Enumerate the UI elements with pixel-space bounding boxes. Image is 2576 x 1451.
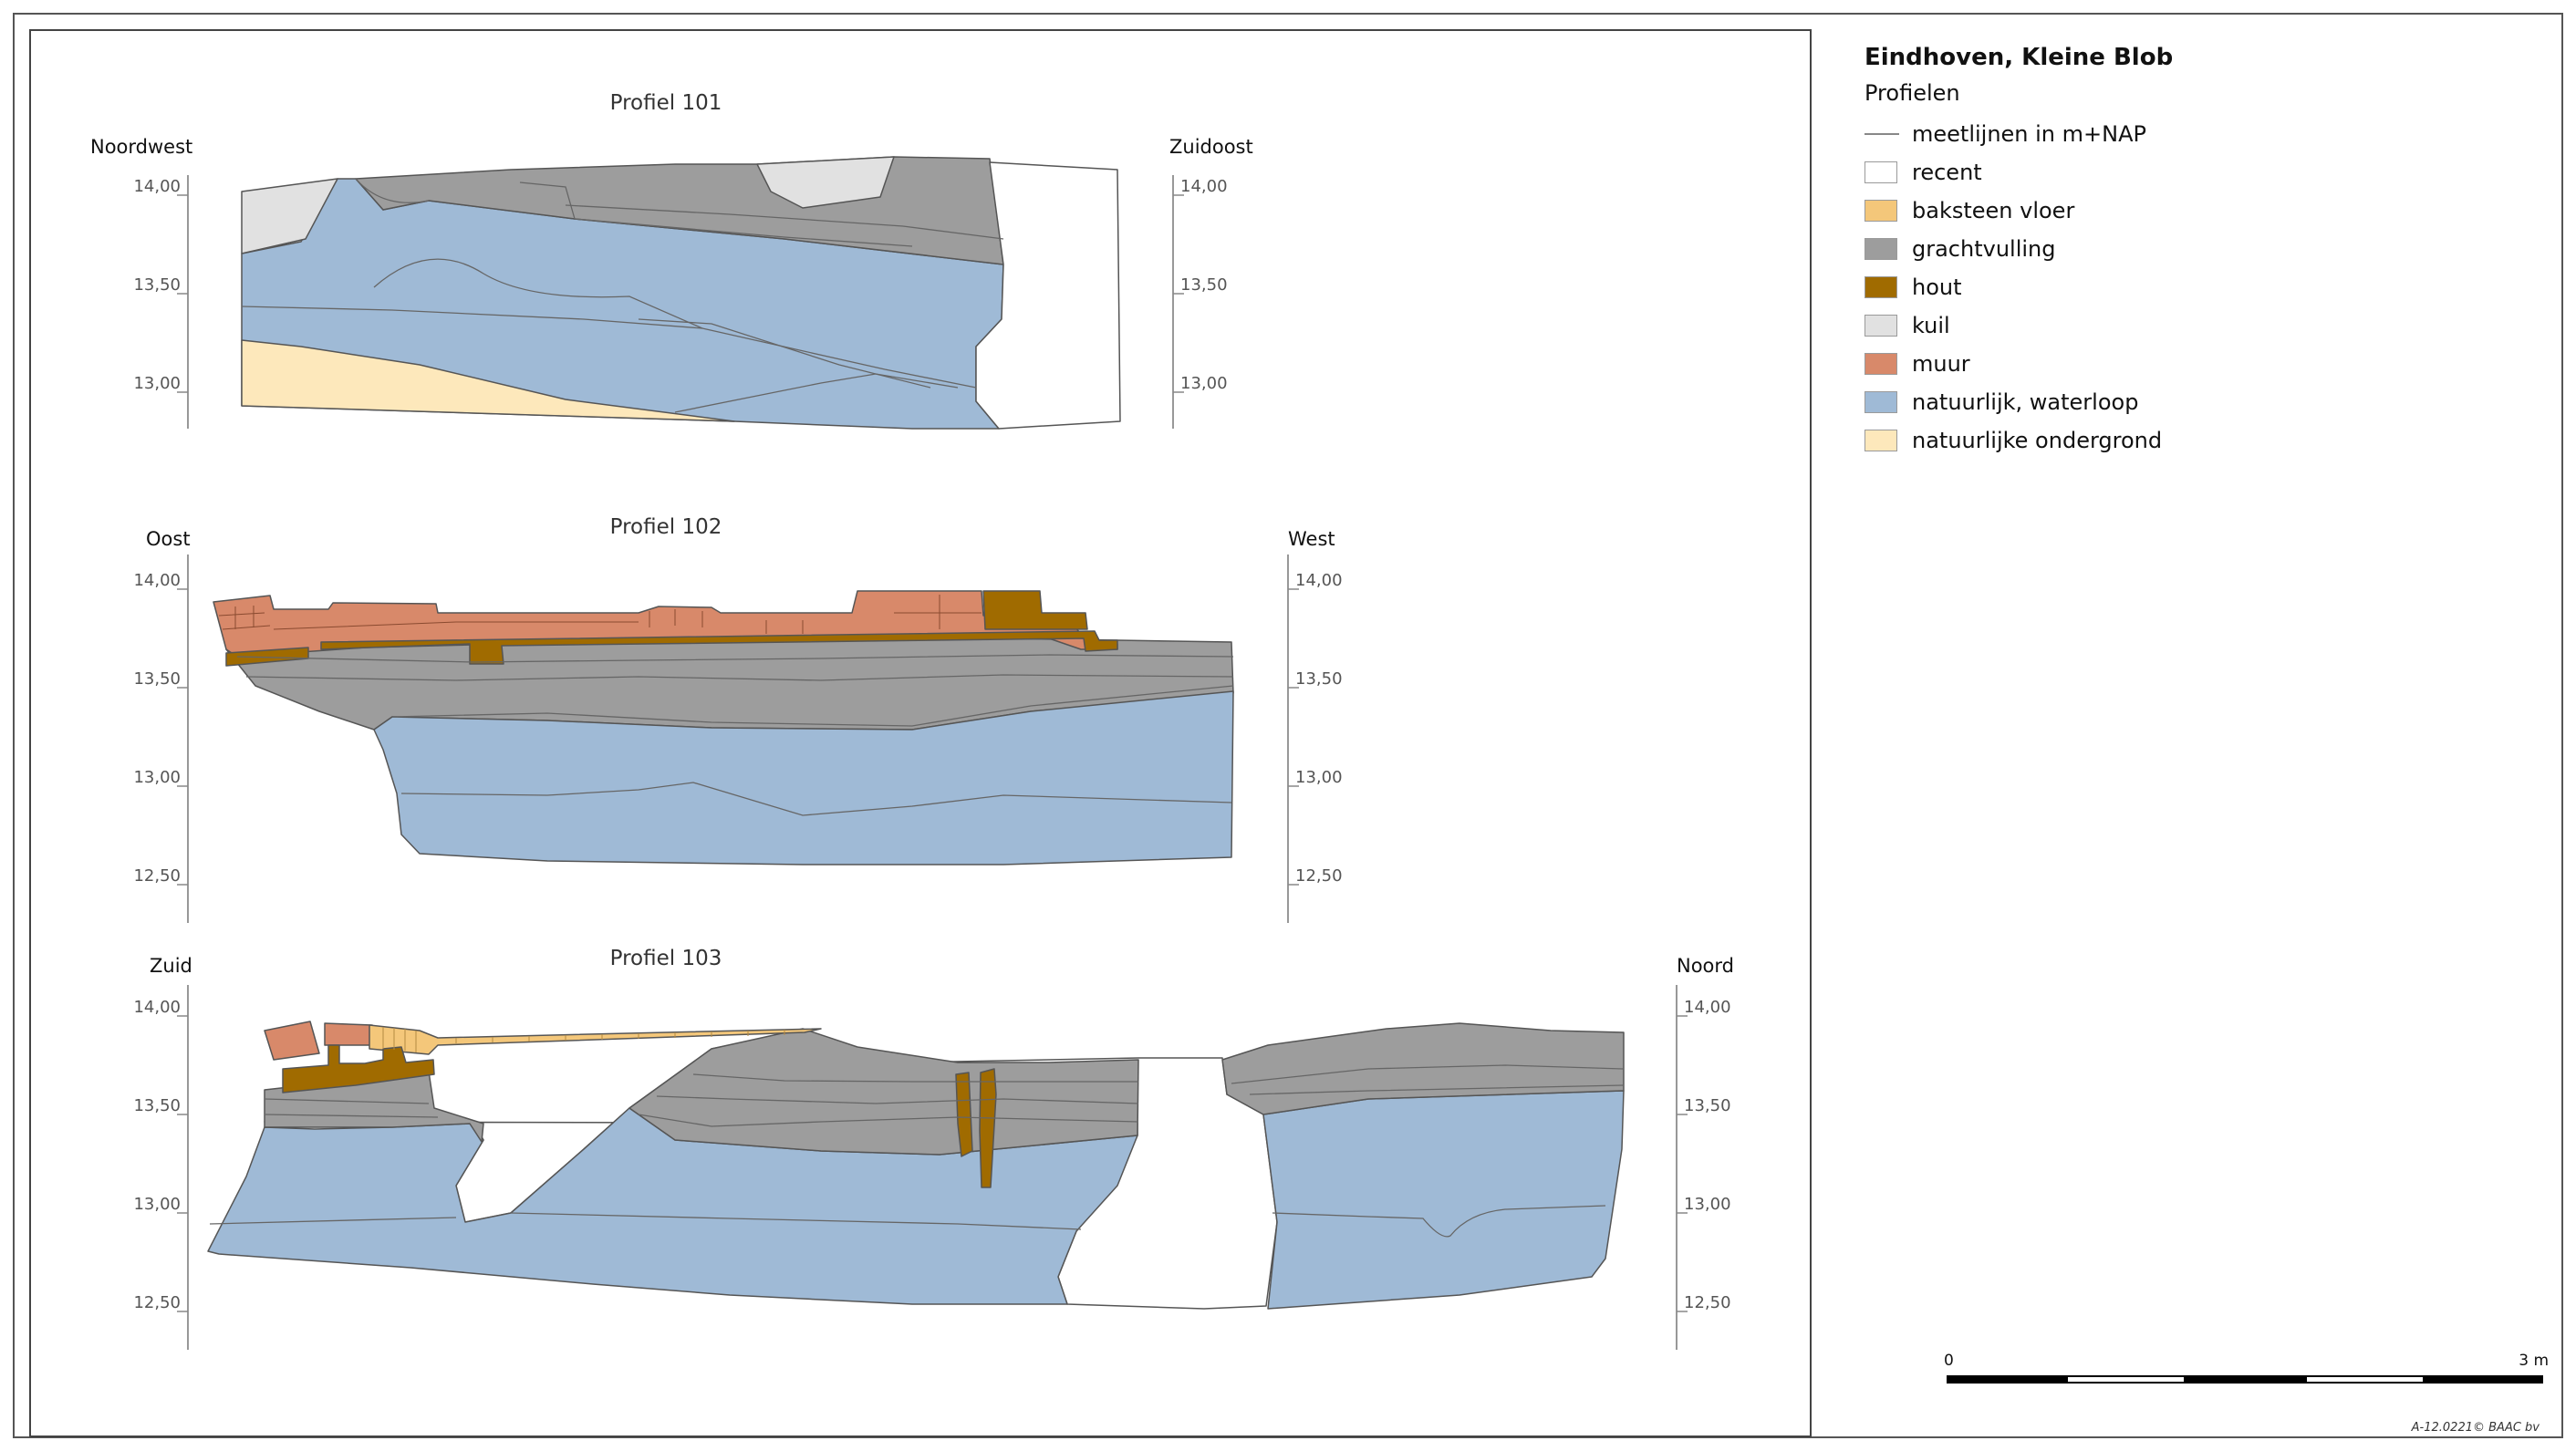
profile-101-right-tick: 14,00 bbox=[1180, 177, 1228, 196]
profile-101: Profiel 101 Noordwest Zuidoost 14,00 13,… bbox=[90, 91, 1253, 430]
scale-end-label: 3 m bbox=[2519, 1352, 2549, 1370]
profile-101-right-tick: 13,50 bbox=[1180, 275, 1228, 295]
wood-post bbox=[979, 1068, 997, 1188]
profile-102-left-label: Oost bbox=[146, 528, 191, 550]
legend-item-recent: recent bbox=[1864, 153, 2503, 192]
scale-segment bbox=[2425, 1375, 2543, 1384]
legend-item-label: muur bbox=[1912, 351, 1970, 377]
profile-101-title: Profiel 101 bbox=[610, 91, 722, 115]
legend-item-label: meetlijnen in m+NAP bbox=[1912, 121, 2146, 147]
legend-item-label: kuil bbox=[1912, 313, 1950, 338]
legend-swatch bbox=[1864, 315, 1897, 337]
profile-103-left-tick: 13,00 bbox=[133, 1195, 181, 1214]
waterloop-layer bbox=[1262, 1090, 1625, 1310]
profile-102-right-tick: 13,00 bbox=[1295, 768, 1343, 787]
credit-text: A-12.0221© BAAC bv bbox=[2411, 1421, 2540, 1435]
page-frame bbox=[13, 13, 2563, 1438]
wall-block bbox=[324, 1022, 375, 1046]
profile-103-right-tick: 13,50 bbox=[1684, 1096, 1731, 1115]
profile-103-left-tick: 12,50 bbox=[133, 1293, 181, 1312]
profile-103-left-tick: 14,00 bbox=[133, 998, 181, 1017]
profile-102-right-tick: 14,00 bbox=[1295, 571, 1343, 590]
profile-101-left-tick: 13,00 bbox=[133, 374, 181, 393]
legend-item-label: grachtvulling bbox=[1912, 236, 2056, 262]
legend-item-measure-lines: meetlijnen in m+NAP bbox=[1864, 115, 2503, 153]
scale-segment bbox=[1947, 1375, 2066, 1384]
moat-fill-layer bbox=[628, 1028, 1139, 1156]
legend-item-brick-floor: baksteen vloer bbox=[1864, 192, 2503, 230]
legend-subtitle: Profielen bbox=[1864, 80, 1960, 106]
profile-103-right-label: Noord bbox=[1677, 955, 1734, 977]
profile-103-right-tick: 14,00 bbox=[1684, 998, 1731, 1017]
legend-item-pit: kuil bbox=[1864, 306, 2503, 345]
wall-block bbox=[264, 1021, 320, 1061]
profile-102-right-tick: 12,50 bbox=[1295, 866, 1343, 886]
measure-line-swatch bbox=[1864, 133, 1899, 135]
profile-102-left-tick: 13,00 bbox=[133, 768, 181, 787]
profile-102-left-tick: 14,00 bbox=[133, 571, 181, 590]
legend-item-natural-subsoil: natuurlijke ondergrond bbox=[1864, 421, 2503, 460]
legend-item-label: natuurlijk, waterloop bbox=[1912, 389, 2139, 415]
profile-102-left-tick: 13,50 bbox=[133, 669, 181, 689]
legend-swatch bbox=[1864, 430, 1897, 451]
wood-post bbox=[982, 590, 1088, 630]
profiles-drawing: Profiel 101 Noordwest Zuidoost 14,00 13,… bbox=[90, 91, 1734, 1350]
natural-subsoil-layer bbox=[241, 339, 735, 422]
profile-103-right-tick: 12,50 bbox=[1684, 1293, 1731, 1312]
profile-103-right-tick: 13,00 bbox=[1684, 1195, 1731, 1214]
legend-item-label: recent bbox=[1912, 160, 1982, 185]
scale-bar: 0 3 m bbox=[1944, 1352, 2549, 1403]
pit-right bbox=[756, 156, 895, 209]
legend-swatch bbox=[1864, 161, 1897, 183]
legend-item-wood: hout bbox=[1864, 268, 2503, 306]
profile-102-right-label: West bbox=[1288, 528, 1335, 550]
drawing-frame bbox=[29, 29, 1812, 1437]
legend-item-label: baksteen vloer bbox=[1912, 198, 2075, 223]
legend-swatch bbox=[1864, 276, 1897, 298]
scale-start-label: 0 bbox=[1944, 1352, 1954, 1370]
profile-103: Profiel 103 Zuid Noord 14,00 13,50 13,00… bbox=[133, 947, 1734, 1350]
profile-101-left-tick: 13,50 bbox=[133, 275, 181, 295]
waterloop-layer bbox=[373, 690, 1234, 865]
legend-swatch bbox=[1864, 391, 1897, 413]
legend-item-waterloop: natuurlijk, waterloop bbox=[1864, 383, 2503, 421]
legend-swatch bbox=[1864, 200, 1897, 222]
pit-left bbox=[241, 178, 338, 254]
scale-segment bbox=[2305, 1375, 2425, 1384]
profile-101-left-tick: 14,00 bbox=[133, 177, 181, 196]
profile-101-right-tick: 13,00 bbox=[1180, 374, 1228, 393]
legend-item-wall: muur bbox=[1864, 345, 2503, 383]
legend-title: Eindhoven, Kleine Blob bbox=[1864, 44, 2174, 71]
recent-layer bbox=[975, 161, 1121, 430]
wood-post bbox=[955, 1072, 973, 1157]
legend: Eindhoven, Kleine Blob Profielen meetlij… bbox=[1864, 44, 2503, 460]
profile-103-title: Profiel 103 bbox=[610, 947, 722, 970]
profile-102-title: Profiel 102 bbox=[610, 515, 722, 539]
profile-101-left-label: Noordwest bbox=[90, 136, 192, 158]
legend-item-label: natuurlijke ondergrond bbox=[1912, 428, 2163, 453]
legend-swatch bbox=[1864, 238, 1897, 260]
legend-item-label: hout bbox=[1912, 275, 1962, 300]
profile-102: Profiel 102 Oost West 14,00 13,50 13,00 … bbox=[133, 515, 1343, 923]
wood-beam bbox=[320, 630, 1118, 665]
scale-segment bbox=[2066, 1375, 2186, 1384]
profile-102-left-tick: 12,50 bbox=[133, 866, 181, 886]
legend-item-moat-fill: grachtvulling bbox=[1864, 230, 2503, 268]
profile-103-left-tick: 13,50 bbox=[133, 1096, 181, 1115]
profile-102-right-tick: 13,50 bbox=[1295, 669, 1343, 689]
legend-swatch bbox=[1864, 353, 1897, 375]
scale-segment bbox=[2186, 1375, 2305, 1384]
profile-101-right-label: Zuidoost bbox=[1169, 136, 1253, 158]
profile-103-left-label: Zuid bbox=[150, 955, 192, 977]
